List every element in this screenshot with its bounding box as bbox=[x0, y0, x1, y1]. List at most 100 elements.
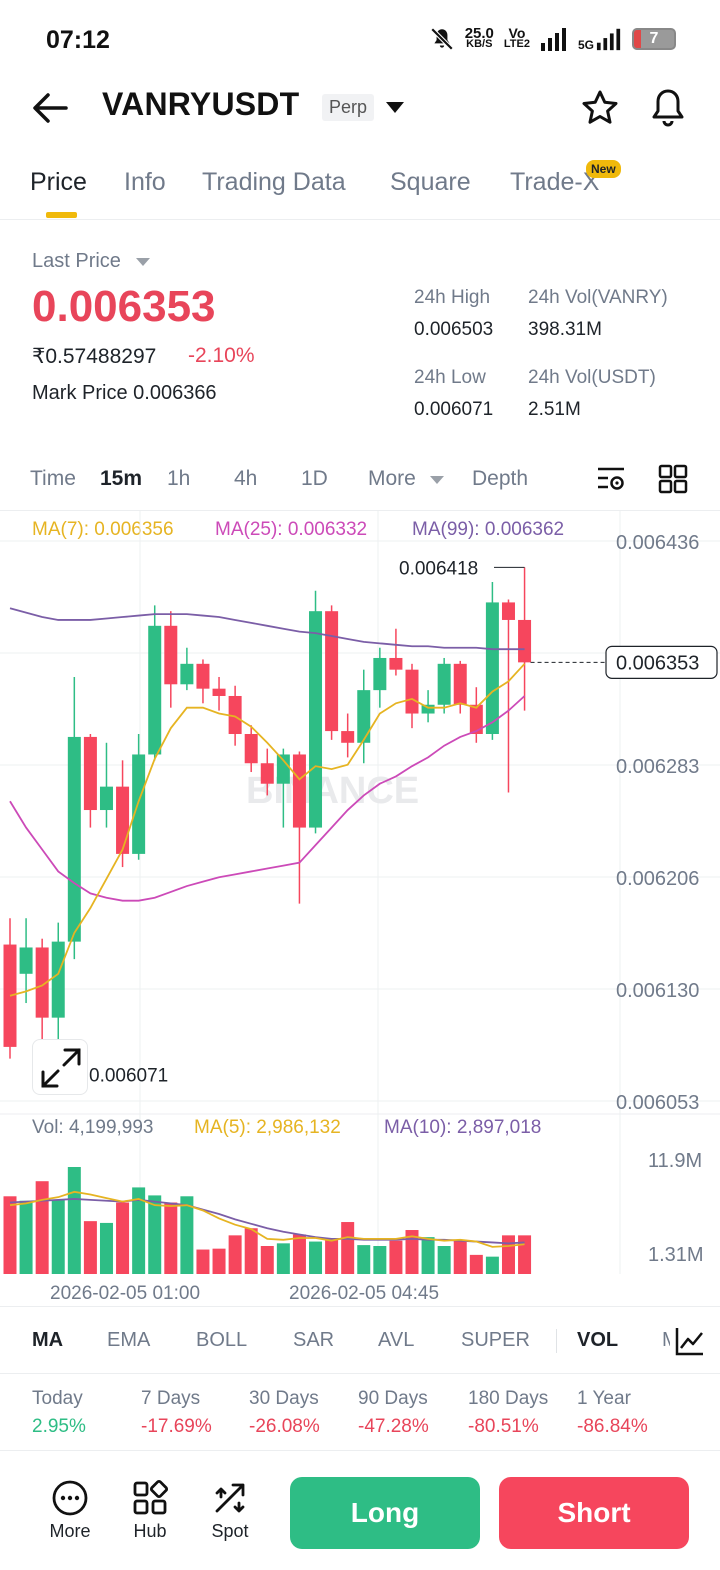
mute-bell-icon bbox=[430, 27, 453, 51]
mark-price-value: 0.006366 bbox=[133, 382, 217, 404]
price-change-pct: -2.10% bbox=[188, 344, 255, 367]
volume-axis-tick: 11.9M bbox=[648, 1150, 702, 1172]
volume-bar bbox=[341, 1222, 355, 1274]
candle-body bbox=[389, 657, 403, 670]
vol-ma10-legend: MA(10): 2,897,018 bbox=[384, 1117, 542, 1138]
alert-bell-icon[interactable] bbox=[648, 86, 688, 128]
nav-spot-label: Spot bbox=[211, 1521, 249, 1541]
current-price-box bbox=[605, 645, 718, 679]
candle-body bbox=[518, 619, 532, 663]
last-price: 0.006353 bbox=[32, 282, 216, 331]
ma7-legend: MA(7): 0.006356 bbox=[32, 519, 174, 540]
candle-body bbox=[180, 663, 194, 685]
candle-body bbox=[35, 947, 49, 1018]
layout-grid-icon[interactable] bbox=[658, 464, 688, 494]
indicator-sar[interactable]: SAR bbox=[293, 1329, 335, 1351]
nav-more[interactable]: More bbox=[35, 1479, 105, 1542]
main-tabs: Price Info Trading Data Square Trade-X bbox=[0, 160, 720, 220]
ma25-line bbox=[9, 695, 526, 902]
perf-value: -86.84% bbox=[577, 1416, 648, 1437]
interval-depth[interactable]: Depth bbox=[472, 467, 529, 490]
volume-bar bbox=[485, 1256, 499, 1274]
perf-label: 30 Days bbox=[249, 1388, 319, 1409]
indicator-chart-icon[interactable] bbox=[674, 1325, 706, 1357]
last-price-dropdown-icon[interactable] bbox=[136, 258, 150, 266]
candle-body bbox=[276, 754, 290, 784]
bottom-nav: More Hub Spot Long Short bbox=[0, 1450, 720, 1570]
candle-body bbox=[116, 786, 130, 854]
candle-body bbox=[437, 663, 451, 705]
indicator-boll[interactable]: BOLL bbox=[196, 1329, 248, 1351]
perf-value: 2.95% bbox=[32, 1416, 86, 1437]
tab-square[interactable]: Square bbox=[390, 168, 471, 196]
interval-1h[interactable]: 1h bbox=[167, 467, 191, 490]
favorite-star-icon[interactable] bbox=[580, 88, 620, 128]
volume-bar bbox=[405, 1230, 419, 1274]
interval-1d[interactable]: 1D bbox=[301, 467, 328, 490]
fullscreen-button[interactable] bbox=[32, 1039, 88, 1095]
indicator-bar: MA EMA BOLL SAR AVL SUPER VOL MACD bbox=[0, 1306, 720, 1374]
volume-bar bbox=[35, 1181, 49, 1274]
candlestick-chart[interactable]: MA(7): 0.006356 MA(25): 0.006332 MA(99):… bbox=[0, 510, 720, 1305]
perf-value: -47.28% bbox=[358, 1416, 429, 1437]
candle-body bbox=[485, 602, 499, 735]
symbol-title[interactable]: VANRYUSDT bbox=[102, 86, 300, 122]
perf-value: -17.69% bbox=[141, 1416, 212, 1437]
ma99-line bbox=[9, 607, 525, 651]
interval-time[interactable]: Time bbox=[30, 467, 76, 490]
stat-high-label: 24h High bbox=[414, 287, 491, 308]
volume-bar bbox=[437, 1245, 451, 1274]
price-axis-tick: 0.006436 bbox=[616, 532, 699, 554]
candle-body bbox=[405, 669, 419, 714]
perf-label: 180 Days bbox=[468, 1388, 549, 1409]
perf-label: 7 Days bbox=[141, 1388, 201, 1409]
volume-bar bbox=[260, 1245, 274, 1274]
ma99-legend: MA(99): 0.006362 bbox=[412, 519, 565, 540]
nav-spot[interactable]: Spot bbox=[195, 1479, 265, 1542]
indicator-vol[interactable]: VOL bbox=[577, 1329, 619, 1351]
nav-hub[interactable]: Hub bbox=[115, 1479, 185, 1542]
short-button[interactable]: Short bbox=[499, 1477, 689, 1549]
back-arrow-icon[interactable] bbox=[30, 90, 70, 126]
tab-trade-x[interactable]: Trade-X bbox=[510, 168, 600, 196]
signal-5g-icon bbox=[596, 28, 621, 51]
tab-trading-data[interactable]: Trading Data bbox=[202, 168, 346, 196]
candle-body bbox=[292, 754, 306, 828]
last-price-label[interactable]: Last Price bbox=[32, 250, 121, 272]
indicator-super[interactable]: SUPER bbox=[461, 1329, 530, 1351]
tab-info[interactable]: Info bbox=[124, 168, 166, 196]
interval-4h[interactable]: 4h bbox=[234, 467, 258, 490]
tab-price[interactable]: Price bbox=[30, 168, 87, 196]
perf-value: -80.51% bbox=[468, 1416, 539, 1437]
current-price-label: 0.006353 bbox=[616, 652, 699, 674]
volume-bar bbox=[373, 1245, 387, 1274]
candle-body bbox=[501, 602, 515, 620]
price-axis-tick: 0.006283 bbox=[616, 756, 699, 778]
volte-indicator: Vo LTE2 bbox=[503, 25, 530, 50]
chart-settings-icon[interactable] bbox=[596, 464, 626, 494]
interval-15m[interactable]: 15m bbox=[100, 467, 143, 490]
indicator-ma[interactable]: MA bbox=[32, 1329, 64, 1351]
time-axis-label: 2026-02-05 01:00 bbox=[50, 1283, 200, 1304]
long-button[interactable]: Long bbox=[290, 1477, 480, 1549]
volume-bar bbox=[325, 1238, 339, 1274]
interval-more[interactable]: More bbox=[368, 467, 416, 490]
signal-icon bbox=[540, 28, 566, 51]
candle-body bbox=[357, 690, 371, 743]
volume-bar bbox=[180, 1196, 194, 1274]
candle-body bbox=[99, 786, 113, 811]
volume-bar bbox=[132, 1187, 146, 1274]
indicator-avl[interactable]: AVL bbox=[378, 1329, 415, 1351]
max-price-marker: 0.006418 bbox=[399, 558, 478, 579]
indicator-ema[interactable]: EMA bbox=[107, 1329, 151, 1351]
stat-high: 0.006503 bbox=[414, 319, 494, 340]
symbol-dropdown-icon[interactable] bbox=[386, 102, 404, 113]
candle-body bbox=[51, 941, 65, 1018]
candle-body bbox=[469, 704, 483, 735]
more-dropdown-icon[interactable] bbox=[430, 476, 444, 484]
chart-canvas[interactable]: BINANCE0.0064360.0063590.0062830.0062060… bbox=[0, 511, 720, 1306]
volume-bar bbox=[292, 1234, 306, 1274]
candle-body bbox=[19, 947, 33, 974]
vol-ma5-legend: MA(5): 2,986,132 bbox=[194, 1117, 341, 1138]
indicator-macd[interactable]: MACD bbox=[662, 1329, 670, 1352]
